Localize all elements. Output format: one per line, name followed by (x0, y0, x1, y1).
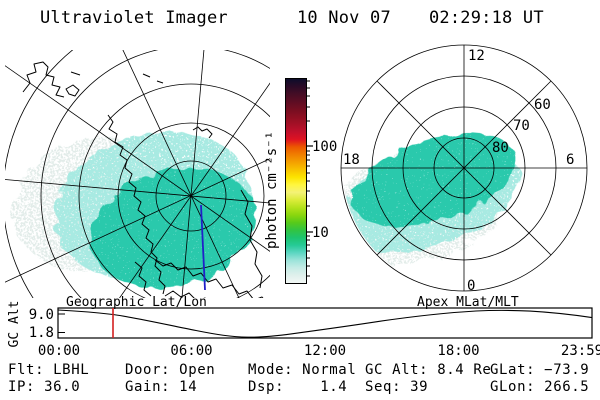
xtick-0000: 00:00 (38, 343, 80, 359)
timeplot-frame (57, 307, 593, 339)
status-ip: IP: 36.0 (8, 379, 81, 395)
polar-grid (340, 44, 588, 292)
status-glat: GLat: −73.9 (490, 362, 590, 378)
status-mode: Mode: Normal (248, 362, 357, 378)
ground-track-line (200, 204, 206, 291)
colorbar-tick-100: 100 (312, 139, 338, 155)
app-title: Ultraviolet Imager (40, 8, 228, 28)
time-label: 02:29:18 UT (429, 8, 544, 28)
mlat-label-80: 80 (492, 140, 509, 156)
ytick-9: 9.0 (29, 307, 54, 323)
altitude-time-plot: 9.0 1.8 00:00 06:00 12:00 18:00 23:59 (29, 307, 600, 359)
status-gcalt: GC Alt: 8.4 Re (365, 362, 492, 378)
xtick-1800: 18:00 (437, 343, 479, 359)
xtick-1200: 12:00 (304, 343, 346, 359)
mlt-label-0: 0 (467, 278, 475, 294)
mlt-label-18: 18 (343, 152, 360, 168)
geo-graticule (5, 50, 270, 298)
mlat-label-70: 70 (513, 118, 530, 134)
geographic-map-panel (5, 50, 270, 298)
colorbar-gradient (285, 78, 307, 284)
status-door: Door: Open (125, 362, 216, 378)
colorbar-ticks (306, 80, 313, 277)
status-seq: Seq: 39 (365, 379, 429, 395)
status-flt: Flt: LBHL (8, 362, 90, 378)
apex-polar-panel: 12 0 18 6 60 70 80 (340, 44, 588, 294)
colorbar-tick-10: 10 (312, 225, 329, 241)
xtick-2359: 23:59 (561, 343, 600, 359)
mlt-label-6: 6 (566, 152, 574, 168)
geo-panel-caption: Geographic Lat/Lon (66, 295, 207, 310)
status-gain: Gain: 14 (125, 379, 198, 395)
mlat-label-60: 60 (534, 97, 551, 113)
gc-alt-curve (57, 309, 593, 338)
xtick-0600: 06:00 (170, 343, 212, 359)
status-glon: GLon: 266.5 (490, 379, 590, 395)
coastlines (22, 61, 264, 298)
polar-panel-caption: Apex MLat/MLT (417, 295, 519, 310)
ytick-1-8: 1.8 (29, 325, 54, 341)
mlt-label-12: 12 (468, 48, 485, 64)
geo-aurora-emission (13, 131, 256, 289)
status-dsp: Dsp: 1.4 (248, 379, 348, 395)
colorbar-axis-label: photon cm⁻²s⁻¹ (264, 131, 280, 250)
date-label: 10 Nov 07 (297, 8, 391, 28)
